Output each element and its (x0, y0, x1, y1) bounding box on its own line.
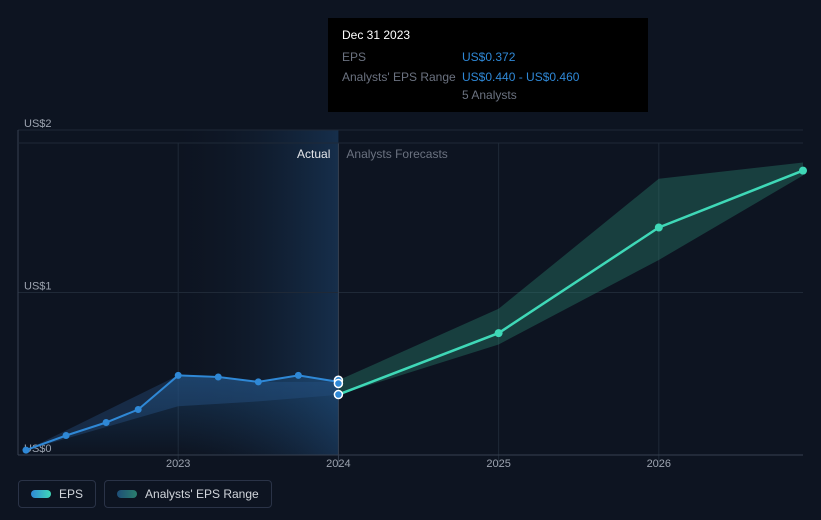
svg-text:US$1: US$1 (24, 281, 52, 293)
tooltip-range-label: Analysts' EPS Range (342, 68, 462, 86)
svg-text:2023: 2023 (166, 458, 190, 470)
svg-text:2025: 2025 (486, 458, 510, 470)
legend-label-eps: EPS (59, 487, 83, 501)
tooltip-analysts: 5 Analysts (462, 88, 634, 102)
svg-text:Actual: Actual (297, 147, 330, 161)
svg-text:2026: 2026 (647, 458, 671, 470)
legend-label-range: Analysts' EPS Range (145, 487, 259, 501)
tooltip-date: Dec 31 2023 (342, 28, 634, 42)
svg-text:Analysts Forecasts: Analysts Forecasts (346, 147, 447, 161)
svg-text:US$2: US$2 (24, 118, 52, 130)
legend-item-eps[interactable]: EPS (18, 480, 96, 508)
legend-swatch-eps (31, 490, 51, 498)
legend-swatch-range (117, 490, 137, 498)
legend-item-range[interactable]: Analysts' EPS Range (104, 480, 272, 508)
tooltip-range-value: US$0.440 - US$0.460 (462, 68, 579, 86)
tooltip-eps-value: US$0.372 (462, 48, 515, 66)
eps-chart: US$0US$1US$22023202420252026ActualAnalys… (0, 0, 821, 520)
chart-tooltip: Dec 31 2023 EPS US$0.372 Analysts' EPS R… (328, 18, 648, 112)
chart-legend: EPS Analysts' EPS Range (18, 480, 272, 508)
tooltip-eps-label: EPS (342, 48, 462, 66)
svg-text:2024: 2024 (326, 458, 350, 470)
